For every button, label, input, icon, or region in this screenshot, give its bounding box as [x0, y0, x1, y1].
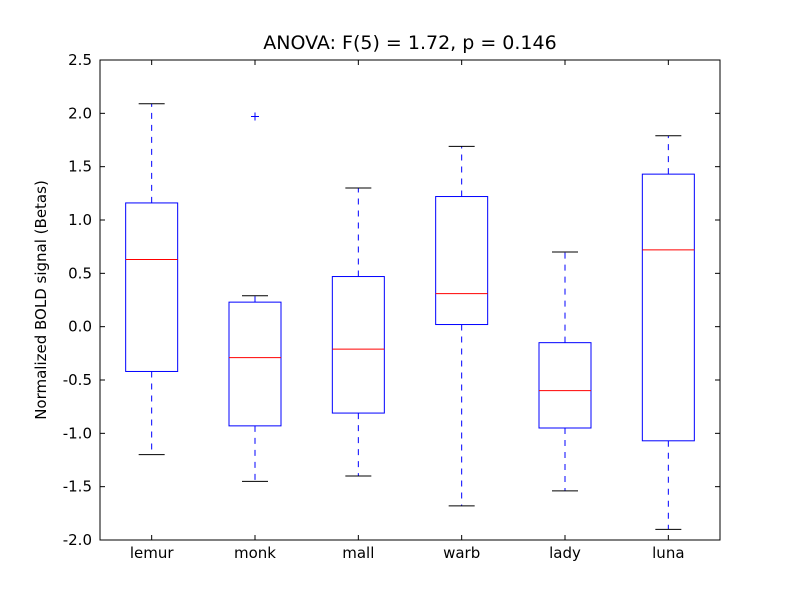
box-luna — [641, 173, 695, 442]
y-axis-label: Normalized BOLD signal (Betas) — [32, 180, 50, 420]
x-tick-label: lady — [549, 544, 581, 562]
box-mall — [331, 276, 385, 414]
outlier-marker — [251, 112, 259, 121]
y-tick-label: 2.0 — [68, 104, 92, 122]
y-tick-label: -0.5 — [63, 371, 92, 389]
x-tick-label: lemur — [130, 544, 175, 562]
plot-frame — [99, 59, 721, 541]
y-tick-label: 1.0 — [68, 211, 92, 229]
y-tick-label: 2.5 — [68, 51, 92, 69]
box-warb — [435, 196, 489, 326]
x-tick-label: warb — [443, 544, 480, 562]
box-lemur — [125, 202, 179, 372]
y-tick-label: -1.0 — [63, 424, 92, 442]
x-tick-label: mall — [342, 544, 374, 562]
box-monk — [228, 301, 282, 427]
y-tick-label: -2.0 — [63, 531, 92, 549]
y-tick-label: 1.5 — [68, 158, 92, 176]
chart-title: ANOVA: F(5) = 1.72, p = 0.146 — [263, 32, 556, 54]
y-tick-label: 0.5 — [68, 264, 92, 282]
x-tick-label: luna — [652, 544, 684, 562]
y-tick-label: 0.0 — [68, 318, 92, 336]
box-lady — [538, 342, 592, 429]
x-tick-label: monk — [234, 544, 276, 562]
y-tick-label: -1.5 — [63, 478, 92, 496]
